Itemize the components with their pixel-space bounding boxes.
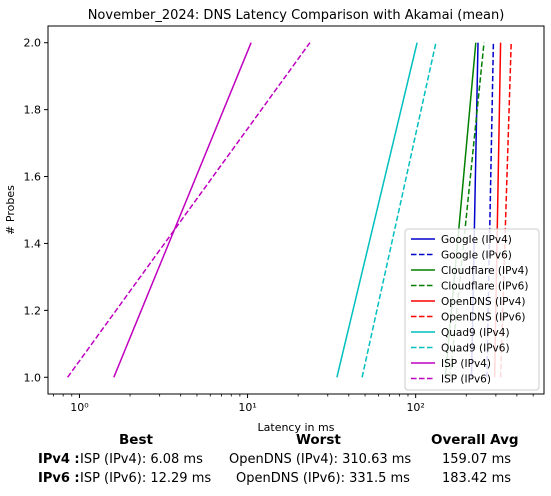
legend-box (404, 228, 540, 391)
legend-label: Quad9 (IPv6) (441, 343, 510, 355)
y-tick-label: 1.4 (24, 237, 42, 250)
series-line (336, 42, 418, 378)
axis-ticks: 10⁰ 10¹ 10² 1.0 1.2 1.4 1.6 1.8 2.0 (24, 37, 534, 414)
legend-label: ISP (IPv6) (441, 374, 491, 386)
legend-label: Cloudflare (IPv6) (441, 281, 528, 293)
legend-label: Google (IPv6) (441, 250, 512, 262)
legend-label: Quad9 (IPv4) (441, 327, 510, 339)
x-tick-label: 10² (406, 401, 424, 414)
x-tick-label: 10¹ (238, 401, 256, 414)
y-tick-label: 1.8 (24, 104, 42, 117)
legend-label: Google (IPv4) (441, 234, 512, 246)
x-tick-label: 10⁰ (70, 401, 89, 414)
legend-label: OpenDNS (IPv6) (441, 312, 526, 324)
legend: Google (IPv4) Google (IPv6) Cloudflare (IP… (404, 228, 540, 391)
legend-label: OpenDNS (IPv4) (441, 296, 526, 308)
series-line (361, 42, 437, 378)
y-tick-label: 1.0 (24, 371, 42, 384)
y-tick-label: 1.2 (24, 304, 42, 317)
series-line (113, 42, 252, 378)
y-axis-label: # Probes (4, 185, 17, 235)
series-line (66, 42, 311, 378)
y-tick-label: 2.0 (24, 37, 42, 50)
legend-label: ISP (IPv4) (441, 358, 491, 370)
legend-label: Cloudflare (IPv4) (441, 265, 528, 277)
chart-title: November_2024: DNS Latency Comparison wi… (88, 8, 505, 23)
x-axis-label: Latency in ms (258, 421, 335, 434)
y-tick-label: 1.6 (24, 171, 42, 184)
